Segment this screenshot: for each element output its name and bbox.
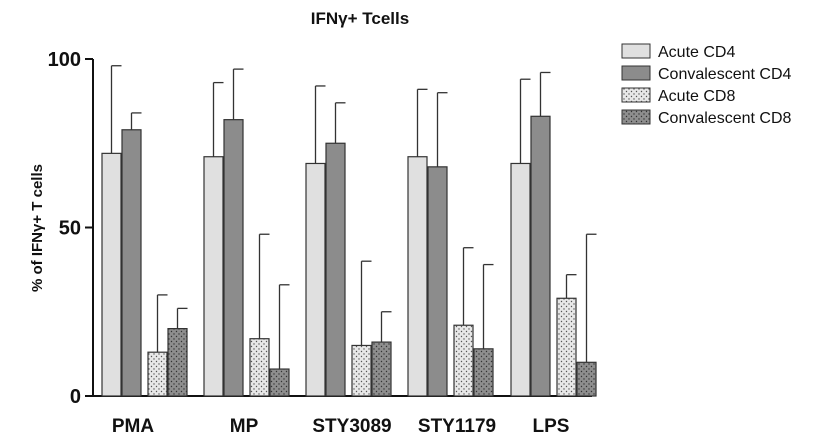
y-tick-label: 50 [59, 218, 81, 240]
y-tick-label: 100 [48, 49, 81, 71]
legend-label: Acute CD8 [658, 88, 735, 105]
bar-mp-acute-cd4 [203, 156, 224, 397]
bar-sty3089-acute-cd8 [351, 344, 372, 397]
bar-lps-convalescent-cd4 [530, 115, 551, 397]
legend-swatch [621, 87, 651, 103]
chart-title: IFNγ+ Tcells [311, 9, 409, 28]
bar-sty1179-acute-cd8 [453, 324, 474, 397]
bar-sty3089-acute-cd4 [305, 162, 326, 397]
bar-lps-acute-cd8 [556, 297, 577, 397]
bar-sty1179-convalescent-cd4 [427, 166, 448, 397]
bars-layer [101, 65, 597, 397]
y-axis-title: % of IFNγ+ T cells [29, 164, 46, 292]
x-tick-label: LPS [533, 416, 570, 437]
x-tick-label: STY3089 [312, 416, 391, 437]
legend-label: Convalescent CD4 [658, 66, 792, 83]
bar-sty3089-convalescent-cd8 [371, 341, 392, 397]
x-tick-label: STY1179 [418, 416, 496, 437]
bar-mp-convalescent-cd8 [269, 368, 290, 397]
y-tick-label: 0 [70, 386, 81, 408]
bar-pma-acute-cd8 [147, 351, 168, 397]
bar-pma-convalescent-cd8 [167, 328, 188, 397]
legend: Acute CD4 Convalescent CD4 Acute CD8 Conval… [621, 43, 792, 127]
bar-sty1179-acute-cd4 [407, 156, 428, 397]
bar-sty1179-convalescent-cd8 [473, 348, 494, 397]
legend-swatch [621, 109, 651, 125]
legend-label: Convalescent CD8 [658, 110, 792, 127]
x-tick-label: PMA [112, 416, 155, 437]
legend-label: Acute CD4 [658, 44, 735, 61]
legend-swatch [621, 43, 651, 59]
bar-pma-acute-cd4 [101, 152, 122, 397]
x-axis-labels: PMA MP STY3089 STY1179 LPS [112, 416, 570, 437]
bar-lps-convalescent-cd8 [576, 361, 597, 397]
bar-mp-convalescent-cd4 [223, 119, 244, 397]
legend-swatch [621, 65, 651, 81]
bar-mp-acute-cd8 [249, 338, 270, 397]
bar-lps-acute-cd4 [510, 162, 531, 397]
bar-sty3089-convalescent-cd4 [325, 142, 346, 397]
x-tick-label: MP [230, 416, 259, 437]
bar-pma-convalescent-cd4 [121, 129, 142, 397]
